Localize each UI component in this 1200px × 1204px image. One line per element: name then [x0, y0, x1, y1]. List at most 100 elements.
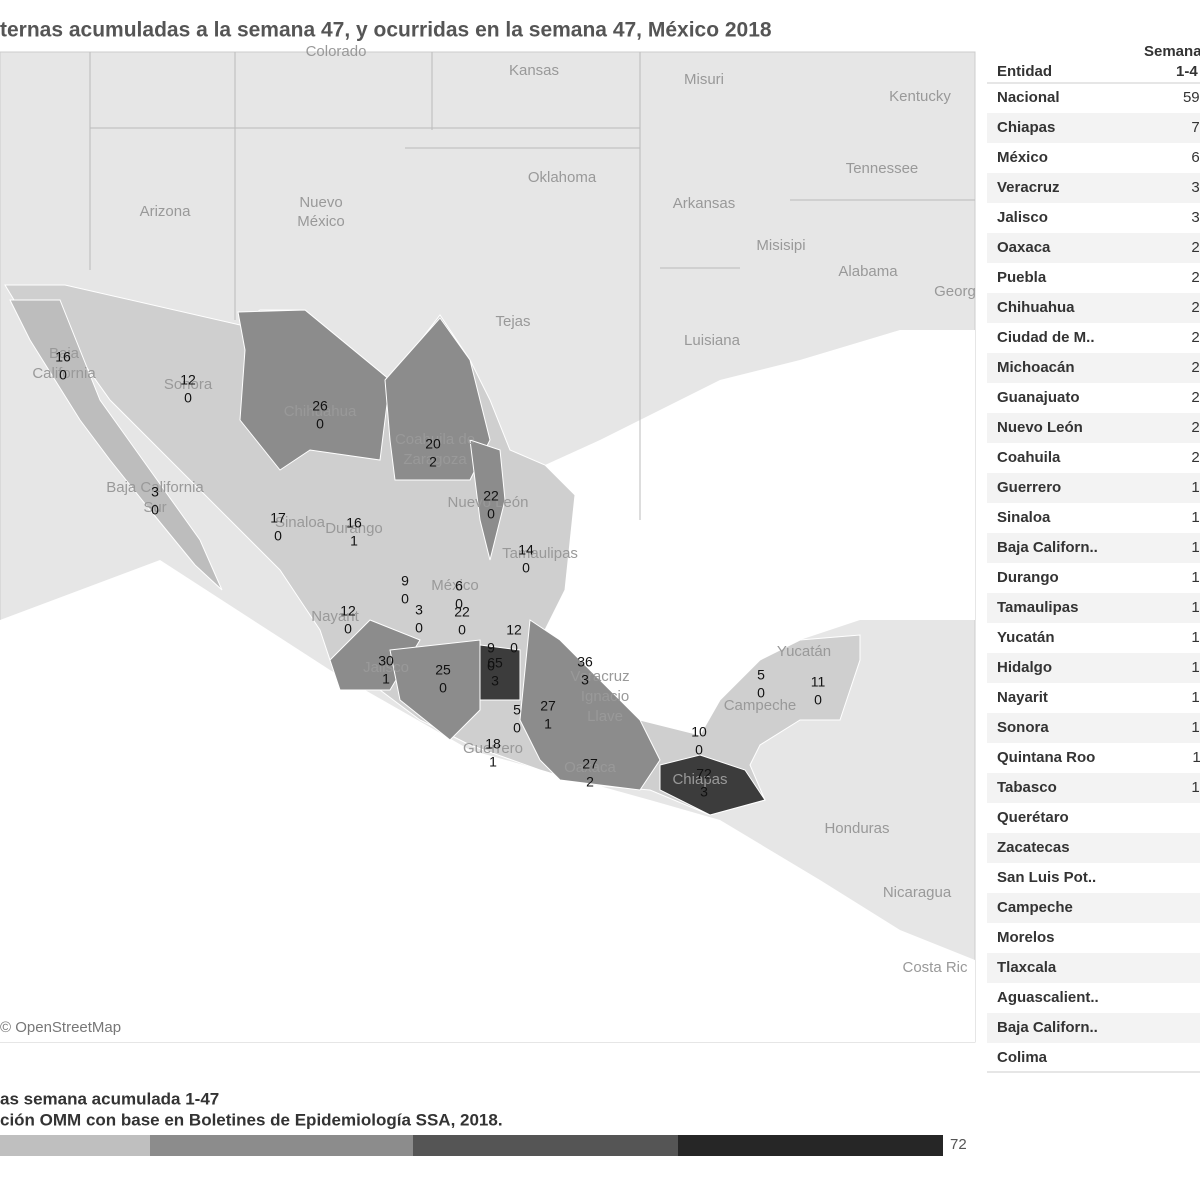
place-label: Tamaulipas [502, 545, 578, 562]
row-value: 27 [1191, 269, 1200, 286]
row-label: Colima [997, 1049, 1048, 1066]
state-value: 0 [510, 640, 518, 656]
row-label: Tabasco [997, 779, 1057, 796]
row-label: Zacatecas [997, 839, 1070, 856]
state-value: 30 [378, 653, 394, 669]
row-label: México [997, 149, 1048, 166]
row-label: Nayarit [997, 689, 1048, 706]
state-value: 0 [59, 367, 67, 383]
place-label: Tejas [495, 313, 530, 330]
row-value: 10 [1191, 779, 1200, 796]
map: ColoradoKansasMisuriKentuckyArizonaNuevo… [0, 43, 976, 1042]
place-label: Misisipi [756, 237, 805, 254]
place-label: Colorado [306, 43, 367, 60]
state-value: 26 [312, 398, 328, 414]
row-value: 30 [1191, 209, 1200, 226]
state-value: 0 [513, 720, 521, 736]
state-value: 3 [151, 484, 159, 500]
row-value: 72 [1191, 119, 1200, 136]
row-label: Ciudad de M.. [997, 329, 1095, 346]
row-label: Nacional [997, 89, 1060, 106]
state-value: 2 [586, 774, 594, 790]
legend-step [413, 1135, 678, 1156]
place-label: Oklahoma [528, 169, 597, 186]
state-value: 12 [340, 603, 356, 619]
place-label: Kentucky [889, 88, 951, 105]
place-label: Arkansas [673, 195, 736, 212]
column-header: 1-4 [1176, 63, 1198, 80]
state-value: 0 [401, 591, 409, 607]
row-label: Morelos [997, 929, 1055, 946]
attribution: © OpenStreetMap [0, 1019, 121, 1036]
state-value: 36 [577, 654, 593, 670]
row-value: 12 [1191, 719, 1200, 736]
row-label: Veracruz [997, 179, 1060, 196]
state-value: 0 [274, 528, 282, 544]
row-label: Tamaulipas [997, 599, 1078, 616]
row-value: 11 [1192, 749, 1200, 766]
state-value: 0 [814, 692, 822, 708]
state-value: 0 [458, 622, 466, 638]
place-label: Georg [934, 283, 976, 300]
row-label: Aguascalient.. [997, 989, 1099, 1006]
state-value: 1 [489, 754, 497, 770]
row-value: 22 [1191, 389, 1200, 406]
state-value: 27 [582, 756, 598, 772]
row-label: Baja Californ.. [997, 539, 1098, 556]
place-label: Costa Ric [902, 959, 968, 976]
row-value: 12 [1191, 689, 1200, 706]
state-value: 1 [350, 533, 358, 549]
place-label: Arizona [140, 203, 192, 220]
state-value: 3 [581, 672, 589, 688]
row-label: Nuevo León [997, 419, 1083, 436]
place-label: Honduras [824, 820, 889, 837]
row-label: Hidalgo [997, 659, 1052, 676]
source: ción OMM con base en Boletines de Epidem… [0, 1110, 503, 1129]
state-value: 0 [316, 416, 324, 432]
state-value: 5 [757, 667, 765, 683]
legend-bar [0, 1135, 943, 1156]
place-label: Llave [587, 708, 623, 725]
state-value: 0 [487, 506, 495, 522]
place-label: Yucatán [777, 643, 831, 660]
row-value: 65 [1191, 149, 1200, 166]
state-value: 2 [429, 454, 437, 470]
place-label: Luisiana [684, 332, 741, 349]
state-value: 3 [491, 673, 499, 689]
row-value: 16 [1191, 539, 1200, 556]
place-label: Nuevo [299, 194, 342, 211]
state-value: 27 [540, 698, 556, 714]
state-value: 18 [485, 736, 501, 752]
row-label: Tlaxcala [997, 959, 1057, 976]
row-value: 26 [1191, 329, 1200, 346]
row-label: Quintana Roo [997, 749, 1095, 766]
legend-step [0, 1135, 150, 1156]
state-value: 0 [757, 685, 765, 701]
row-label: Campeche [997, 899, 1073, 916]
state-value: 0 [151, 502, 159, 518]
row-label: Guanajuato [997, 389, 1080, 406]
row-value: 22 [1191, 419, 1200, 436]
row-label: Yucatán [997, 629, 1055, 646]
row-label: Coahuila [997, 449, 1061, 466]
row-value: 12 [1191, 659, 1200, 676]
state-value: 6 [455, 578, 463, 594]
row-value: 25 [1191, 359, 1200, 376]
column-header: Entidad [997, 63, 1052, 80]
state-value: 12 [180, 372, 196, 388]
state-value: 3 [415, 602, 423, 618]
state-value: 20 [425, 436, 441, 452]
state-value: 14 [518, 542, 534, 558]
state-value: 0 [522, 560, 530, 576]
state-value: 17 [270, 510, 286, 526]
legend-step [150, 1135, 413, 1156]
row-label: Querétaro [997, 809, 1069, 826]
state-value: 3 [700, 784, 708, 800]
place-label: Kansas [509, 62, 559, 79]
row-label: Sonora [997, 719, 1049, 736]
state-value: 11 [811, 674, 826, 690]
state-value: 9 [401, 573, 409, 589]
row-label: Sinaloa [997, 509, 1051, 526]
legend-title: as semana acumulada 1-47 [0, 1089, 219, 1108]
place-label: Veracruz [570, 668, 629, 685]
